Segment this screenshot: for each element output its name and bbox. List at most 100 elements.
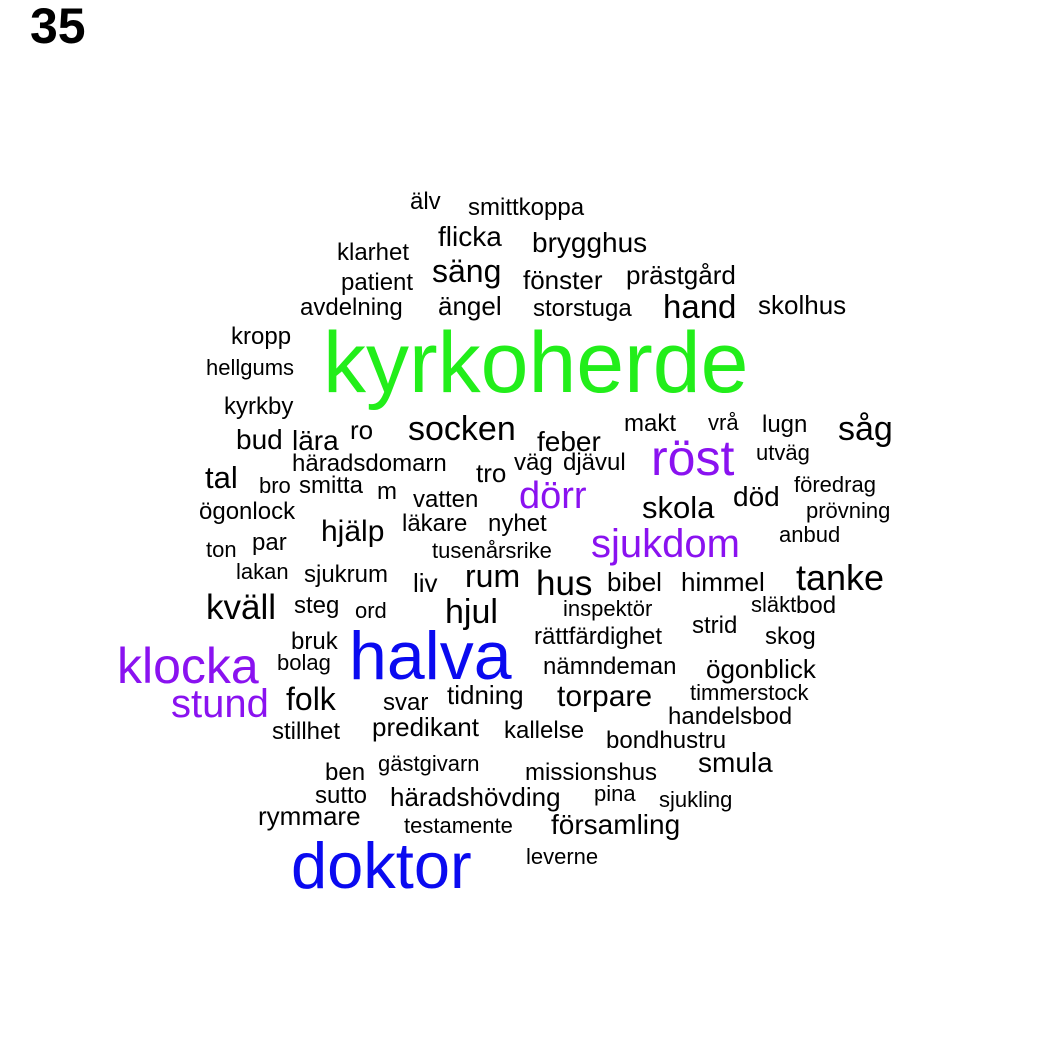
word-avdelning: avdelning (300, 294, 403, 321)
word-kropp: kropp (231, 323, 292, 350)
word-lakan: lakan (236, 559, 289, 584)
word-svar: svar (383, 689, 429, 716)
word-klarhet: klarhet (337, 239, 410, 266)
word-hjalp: hjälp (321, 515, 385, 548)
word-bolag: bolag (277, 650, 331, 675)
word-kallelse: kallelse (504, 717, 585, 744)
word-hand: hand (663, 288, 737, 325)
word-flicka: flicka (438, 221, 502, 252)
word-forsamling: församling (551, 809, 681, 840)
word-tro: tro (476, 458, 507, 488)
word-hus: hus (536, 564, 593, 603)
word-bruk: bruk (291, 628, 338, 655)
word-bibel: bibel (607, 567, 662, 597)
word-tal: tal (205, 460, 238, 495)
word-par: par (252, 529, 287, 556)
word-slakt: släkt (751, 592, 797, 617)
word-himmel: himmel (681, 567, 765, 597)
word-dorr: dörr (519, 475, 587, 517)
word-hjul: hjul (445, 593, 498, 631)
word-sutto: sutto (315, 782, 368, 809)
word-klocka: klocka (117, 638, 259, 694)
word-stillhet: stillhet (272, 718, 341, 745)
word-angel: ängel (438, 291, 502, 321)
word-ogonlock: ögonlock (199, 498, 296, 525)
word-socken: socken (408, 410, 516, 448)
word-lugn: lugn (762, 411, 808, 438)
word-sag: såg (838, 410, 893, 448)
word-foredrag: föredrag (794, 472, 876, 497)
word-strid: strid (692, 612, 738, 639)
word-patient: patient (341, 269, 414, 296)
word-gastgivarn: gästgivarn (378, 751, 480, 776)
word-anbud: anbud (779, 522, 841, 547)
word-ogonblick: ögonblick (706, 654, 816, 684)
word-feber: feber (537, 426, 601, 457)
word-nyhet: nyhet (488, 510, 547, 537)
word-brygghus: brygghus (532, 227, 648, 258)
page-number: 35 (30, 0, 86, 54)
word-torpare: torpare (557, 680, 653, 713)
word-rum: rum (465, 558, 521, 594)
word-utvag: utväg (756, 440, 810, 465)
word-lakare: läkare (402, 510, 468, 537)
word-makt: makt (624, 410, 677, 437)
word-rattfardighet: rättfärdighet (534, 623, 663, 650)
word-smula: smula (698, 747, 773, 778)
word-sang: säng (432, 253, 502, 289)
word-stund: stund (171, 682, 269, 726)
word-skola: skola (642, 490, 715, 525)
word-skog: skog (765, 623, 816, 650)
word-bondhustru: bondhustru (606, 727, 727, 754)
word-timmerstock: timmerstock (690, 680, 809, 705)
word-testamente: testamente (404, 813, 513, 838)
word-halva: halva (349, 618, 512, 694)
word-bod: bod (796, 592, 837, 619)
word-rost: röst (651, 430, 735, 486)
word-namndeman: nämndeman (543, 653, 677, 680)
word-haradsdomarn: häradsdomarn (292, 450, 447, 477)
word-skolhus: skolhus (758, 290, 847, 320)
word-leverne: leverne (526, 844, 599, 869)
word-vag: väg (514, 449, 553, 476)
word-predikant: predikant (372, 712, 479, 742)
word-liv: liv (413, 568, 438, 598)
word-vra: vrå (708, 410, 739, 435)
word-provning: prövning (806, 498, 891, 523)
word-djavul: djävul (563, 449, 626, 476)
word-dod: död (733, 481, 780, 512)
word-inspektor: inspektör (563, 596, 653, 621)
word-folk: folk (286, 681, 336, 717)
word-smitta: smitta (299, 472, 364, 499)
word-pina: pina (594, 781, 636, 806)
word-lara: lära (292, 425, 339, 456)
word-prastgard: prästgård (626, 260, 736, 290)
word-kvall: kväll (206, 588, 277, 627)
word-ro: ro (350, 415, 374, 445)
word-kyrkoherde: kyrkoherde (323, 315, 749, 411)
word-tusenarsrike: tusenårsrike (432, 538, 552, 563)
word-sjukrum: sjukrum (304, 561, 389, 588)
word-ord: ord (355, 598, 387, 623)
word-sjukdom: sjukdom (591, 522, 740, 566)
word-m: m (377, 478, 397, 505)
word-alv: älv (410, 188, 441, 215)
word-rymmare: rymmare (258, 801, 361, 831)
word-bud: bud (236, 424, 283, 455)
word-missionshus: missionshus (525, 759, 658, 786)
word-kyrkby: kyrkby (224, 393, 294, 420)
word-vatten: vatten (413, 486, 479, 513)
word-handelsbod: handelsbod (668, 703, 793, 730)
word-hellgums: hellgums (206, 355, 295, 380)
word-tanke: tanke (796, 557, 885, 598)
word-fonster: fönster (523, 265, 603, 295)
word-ton: ton (206, 537, 237, 562)
word-smittkoppa: smittkoppa (468, 194, 585, 221)
word-storstuga: storstuga (533, 295, 632, 322)
word-sjukling: sjukling (659, 787, 733, 812)
word-doktor: doktor (291, 829, 472, 902)
word-tidning: tidning (447, 680, 524, 710)
word-haradshovding: häradshövding (390, 782, 561, 812)
word-ben: ben (325, 759, 366, 786)
